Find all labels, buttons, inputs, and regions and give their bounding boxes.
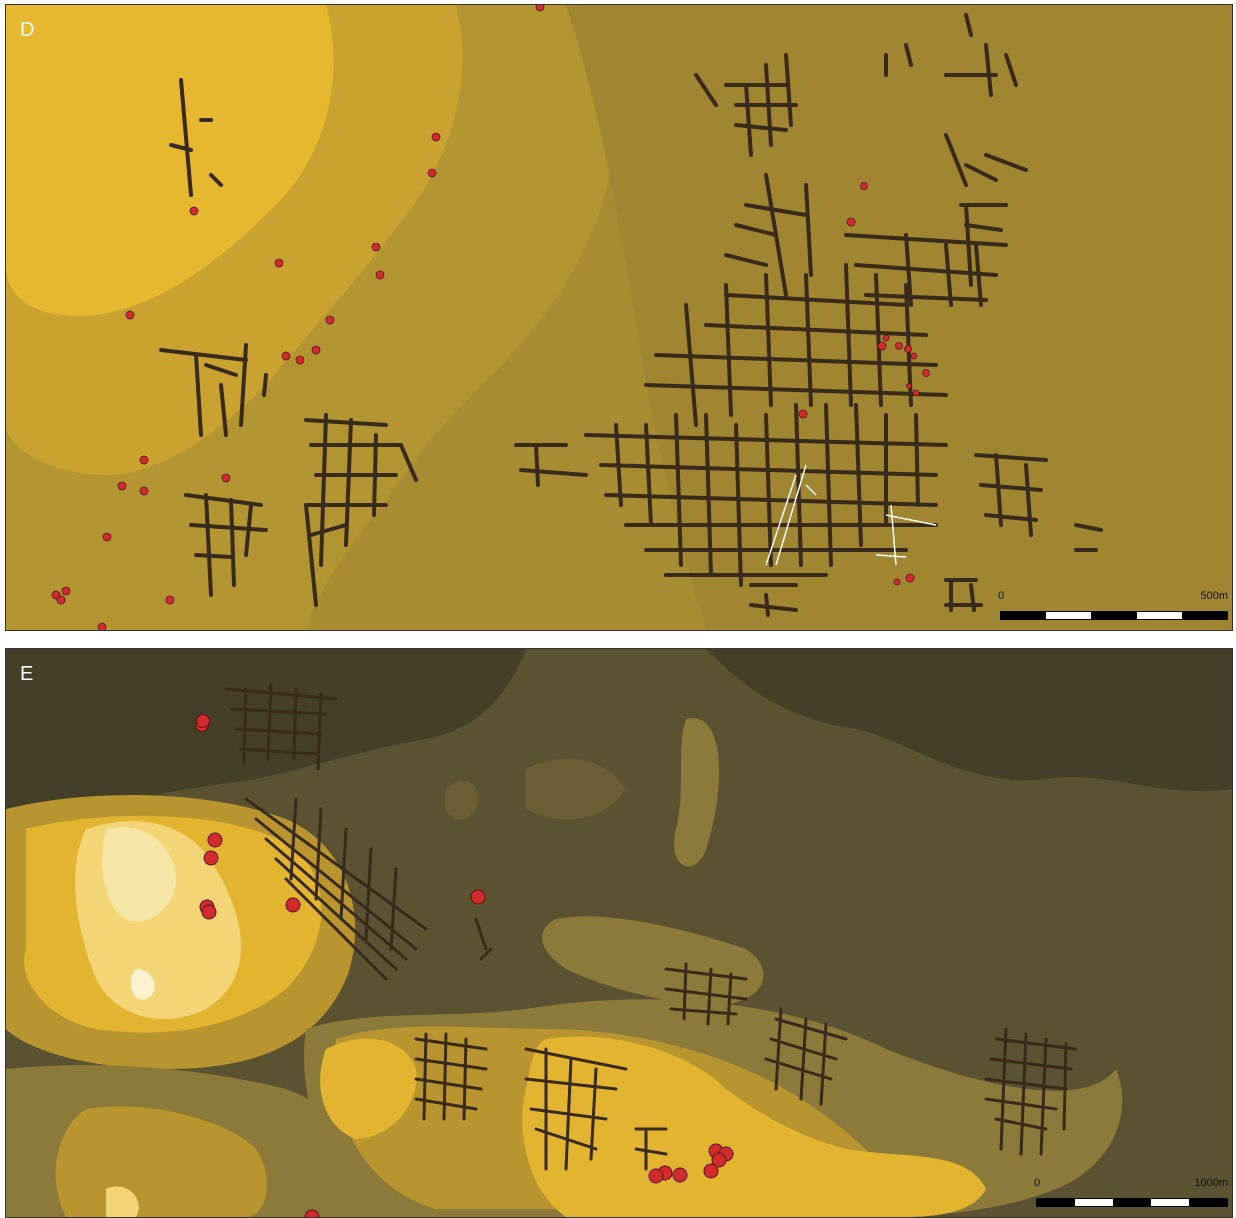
terrain-map-e (6, 649, 1232, 1217)
street-grid-e (224, 682, 1078, 1171)
archaeological-sites-d (51, 5, 930, 630)
scale-bar-d: 0 500m (998, 590, 1228, 620)
panel-label-d: D (20, 19, 35, 41)
map-panel-d[interactable]: D 0 500m (5, 4, 1233, 631)
scale-end-label: 1000m (1194, 1177, 1228, 1189)
archaeological-sites-e (195, 714, 734, 1217)
map-panel-e[interactable]: E 0 1000m (5, 648, 1233, 1218)
scale-bar-graphic (1036, 1198, 1228, 1207)
scale-bar-e: 0 1000m (1034, 1177, 1228, 1207)
scale-start-label: 0 (998, 590, 1005, 602)
panel-label-e: E (20, 663, 34, 685)
scale-end-label: 500m (1200, 590, 1228, 602)
terrain-map-d (6, 5, 1232, 630)
scale-start-label: 0 (1034, 1177, 1041, 1189)
scale-bar-graphic (1000, 611, 1228, 620)
excavated-trenches-d (765, 464, 937, 566)
street-grid-d (159, 13, 1103, 617)
